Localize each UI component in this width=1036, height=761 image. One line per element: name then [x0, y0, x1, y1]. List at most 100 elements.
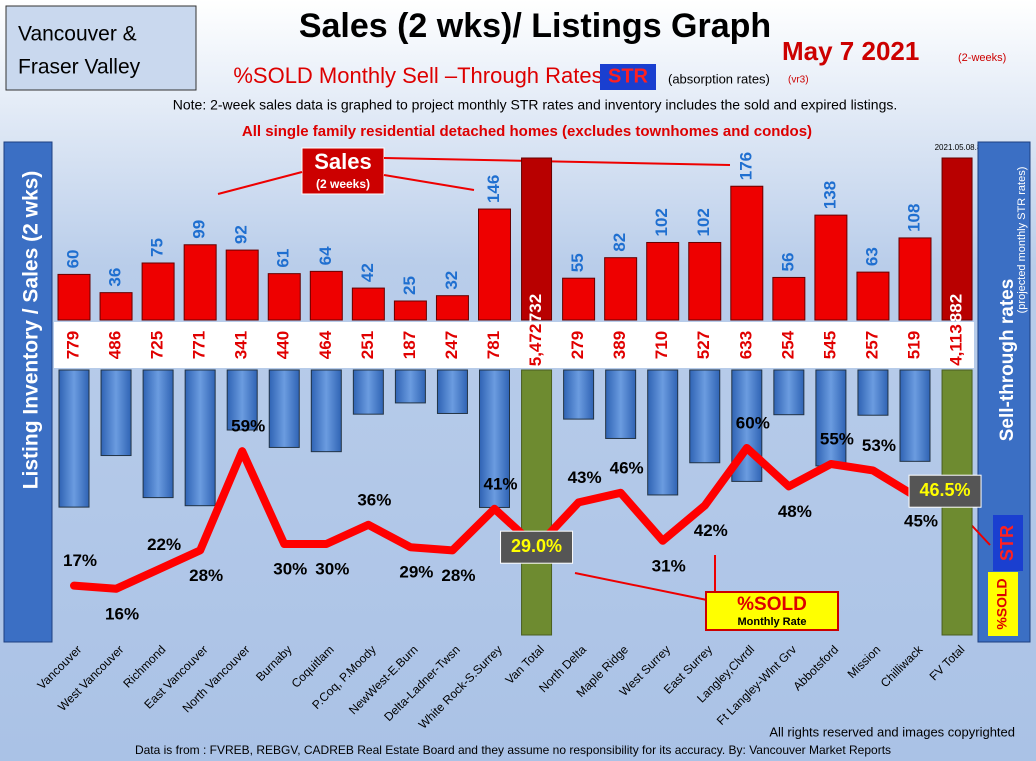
sales-bar — [267, 273, 301, 321]
str-label: 30% — [273, 559, 307, 578]
sold-callout: Monthly Rate — [737, 616, 806, 628]
corner-box — [993, 515, 1023, 571]
sales-label: 108 — [904, 204, 923, 232]
sales-label: 75 — [148, 238, 167, 257]
listing-bar — [436, 369, 468, 414]
sold-callout: %SOLD — [737, 594, 807, 615]
sales-label: 102 — [652, 208, 671, 236]
corner-box — [988, 572, 1018, 636]
str-label: 46% — [610, 458, 644, 477]
sales-label: 882 — [947, 294, 966, 322]
listing-bar — [58, 369, 90, 508]
scope: All single family residential detached h… — [242, 123, 812, 140]
sales-label: 42 — [358, 263, 377, 282]
sales-label: 138 — [820, 181, 839, 209]
listing-label: 710 — [652, 331, 671, 359]
sales-bar — [225, 249, 259, 321]
sales-bar — [478, 208, 511, 321]
sales-label: 60 — [63, 249, 82, 268]
sales-label: 56 — [778, 253, 797, 272]
left-axis-box — [3, 141, 53, 643]
corner-badge: %SOLD — [994, 578, 1010, 629]
date: May 7 2021 — [782, 36, 919, 66]
str-label: 46.5% — [920, 480, 971, 500]
sales-label: 146 — [484, 175, 503, 203]
left-axis-label: Listing Inventory / Sales (2 wks) — [20, 171, 43, 490]
listing-label: 389 — [610, 331, 629, 359]
str-label: 29% — [399, 563, 433, 582]
str-line — [70, 444, 962, 593]
str-label: 42% — [694, 521, 728, 540]
region: Vancouver & — [18, 23, 137, 46]
str-label: 59% — [231, 417, 265, 436]
listing-bar — [352, 369, 384, 415]
sales-label: 92 — [232, 225, 251, 244]
sales-bar — [856, 271, 890, 321]
str-label: 29.0% — [511, 536, 562, 556]
str-label: 55% — [820, 429, 854, 448]
sales-label: 99 — [190, 220, 209, 239]
listing-bar — [773, 369, 805, 416]
sales-bar — [309, 270, 343, 321]
listing-bar — [647, 369, 679, 496]
listing-label: 771 — [190, 331, 209, 359]
str-label: 45% — [904, 511, 938, 530]
source: Data is from : FVREB, REBGV, CADREB Real… — [135, 743, 891, 757]
listing-label: 4,113 — [947, 324, 966, 366]
listing-bar — [184, 369, 216, 507]
listing-label: 341 — [232, 331, 251, 359]
listing-label: 779 — [63, 331, 82, 359]
sales-label: 32 — [442, 271, 461, 290]
sales-label: 63 — [862, 247, 881, 266]
listing-bar — [899, 369, 931, 462]
right-axis-label: Sell-through rates — [997, 279, 1018, 442]
str-label: 17% — [63, 551, 97, 570]
sales-label: 64 — [316, 246, 335, 265]
str-badge: STR — [608, 65, 649, 87]
copyright: All rights reserved and images copyright… — [769, 724, 1015, 739]
str-label: 30% — [315, 559, 349, 578]
sales-label: 732 — [526, 294, 545, 322]
sales-bar — [562, 277, 596, 321]
right-axis-note: (projected monthly STR rates) — [1016, 167, 1028, 314]
listing-label: 725 — [148, 331, 167, 359]
sales-label: 61 — [274, 249, 293, 268]
listing-label: 633 — [736, 331, 755, 359]
sales-label: 55 — [568, 253, 587, 272]
str-label: 36% — [357, 490, 391, 509]
listing-bar — [226, 369, 258, 431]
sales-bar — [393, 300, 427, 321]
subtitle-note: (absorption rates) — [668, 71, 770, 86]
sales-bar — [141, 262, 175, 321]
sales-bar — [57, 273, 91, 321]
sales-label: 102 — [694, 208, 713, 236]
listing-bar — [689, 369, 721, 464]
str-label: 16% — [105, 604, 139, 623]
listing-label: 247 — [442, 331, 461, 359]
str-label: 28% — [189, 566, 223, 585]
listing-bar — [605, 369, 637, 439]
sales-label: 176 — [736, 152, 755, 180]
sales-bar — [772, 276, 806, 321]
corner-badge: STR — [997, 525, 1017, 561]
str-total-box — [908, 474, 982, 508]
listing-bar — [563, 369, 595, 420]
listing-label: 5,472 — [526, 324, 545, 367]
listing-bar — [310, 369, 342, 453]
sales-callout: Sales — [314, 149, 372, 174]
sales-callout-box — [301, 147, 385, 195]
listing-label: 545 — [820, 331, 839, 359]
sales-bar — [351, 287, 385, 321]
subtitle: %SOLD Monthly Sell –Through Rates — [233, 63, 602, 88]
listing-bar — [479, 369, 510, 508]
listing-label: 527 — [694, 331, 713, 359]
sales-label: 36 — [106, 268, 125, 287]
sales-bar — [941, 157, 973, 321]
str-label: 28% — [441, 566, 475, 585]
listing-bar — [815, 369, 847, 467]
sales-bar — [183, 244, 217, 321]
listing-bar — [100, 369, 132, 457]
sales-bar — [604, 257, 638, 321]
str-total-box — [500, 530, 574, 564]
str-label: 41% — [483, 474, 517, 493]
